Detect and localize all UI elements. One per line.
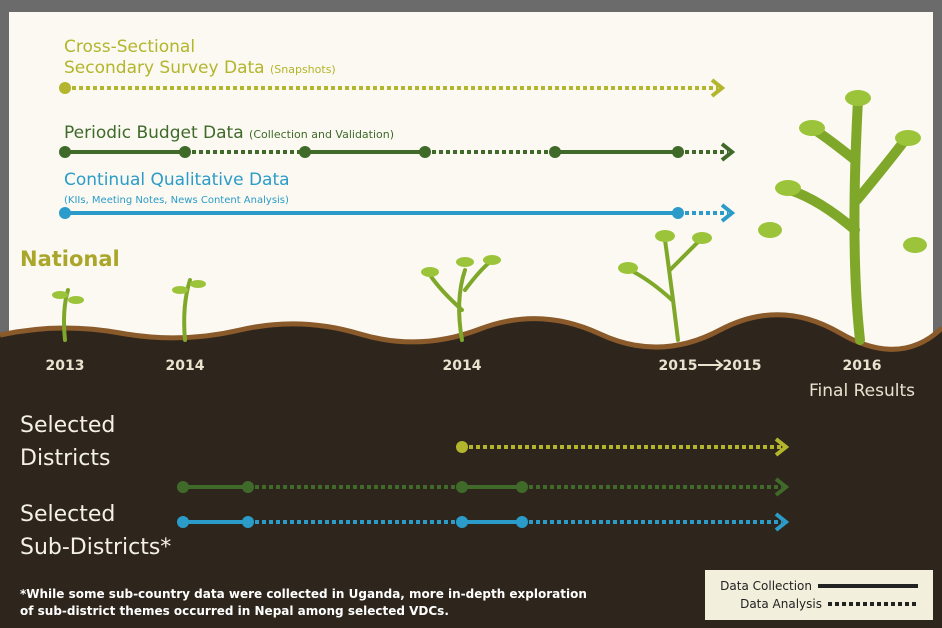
dot bbox=[516, 516, 528, 528]
footnote: of sub-district themes occurred in Nepal… bbox=[20, 604, 449, 618]
stream-note: (Collection and Validation) bbox=[249, 128, 394, 141]
frame-right bbox=[933, 0, 942, 340]
header-bar bbox=[0, 0, 942, 12]
stream-note: (KIIs, Meeting Notes, News Content Analy… bbox=[64, 195, 289, 206]
leaf bbox=[172, 286, 188, 294]
dot bbox=[179, 146, 191, 158]
level-label: Selected bbox=[20, 413, 115, 438]
leaf bbox=[190, 280, 206, 288]
level-label: National bbox=[20, 247, 120, 271]
leaf bbox=[52, 291, 68, 299]
leaf bbox=[618, 262, 638, 274]
stream-title-line: Periodic Budget Data bbox=[64, 123, 244, 143]
leaf bbox=[799, 120, 825, 136]
leaf bbox=[895, 130, 921, 146]
dot bbox=[672, 146, 684, 158]
year-label: 2013 bbox=[46, 358, 85, 374]
year-label: 2015 bbox=[723, 358, 762, 374]
stream-note: (Snapshots) bbox=[270, 63, 336, 76]
level-label: Selected bbox=[20, 502, 115, 527]
stream-title-line: Secondary Survey Data bbox=[64, 58, 265, 78]
dot bbox=[59, 82, 71, 94]
dot bbox=[299, 146, 311, 158]
final-label: Final Results bbox=[809, 381, 915, 401]
leaf bbox=[456, 257, 474, 267]
leaf bbox=[845, 90, 871, 106]
legend-label: Data Analysis bbox=[740, 597, 822, 611]
level-label: Sub-Districts* bbox=[20, 535, 171, 560]
frame-left bbox=[0, 0, 9, 340]
year-label: 2014 bbox=[166, 358, 205, 374]
leaf bbox=[421, 267, 439, 277]
leaf bbox=[655, 230, 675, 242]
leaf bbox=[758, 222, 782, 238]
leaf bbox=[68, 296, 84, 304]
leaf bbox=[903, 237, 927, 253]
dot bbox=[456, 441, 468, 453]
dot bbox=[242, 481, 254, 493]
infographic: Cross-Sectional Secondary Survey Data (S… bbox=[0, 0, 942, 628]
leaf bbox=[483, 255, 501, 265]
legend-label: Data Collection bbox=[720, 579, 812, 593]
year-label: 2014 bbox=[443, 358, 482, 374]
dot bbox=[672, 207, 684, 219]
level-label: Districts bbox=[20, 446, 110, 471]
dot bbox=[242, 516, 254, 528]
dot bbox=[177, 481, 189, 493]
dot bbox=[419, 146, 431, 158]
footnote: *While some sub-country data were collec… bbox=[20, 587, 587, 601]
stream-title: Cross-Sectional bbox=[64, 37, 195, 57]
dot bbox=[456, 481, 468, 493]
legend-box bbox=[705, 570, 933, 620]
dot bbox=[456, 516, 468, 528]
stream-title: Continual Qualitative Data bbox=[64, 170, 290, 190]
dot bbox=[516, 481, 528, 493]
leaf bbox=[692, 232, 712, 244]
leaf bbox=[775, 180, 801, 196]
dot bbox=[177, 516, 189, 528]
dot bbox=[59, 146, 71, 158]
dot bbox=[59, 207, 71, 219]
year-label: 2015 bbox=[659, 358, 698, 374]
year-label: 2016 bbox=[843, 358, 882, 374]
dot bbox=[549, 146, 561, 158]
